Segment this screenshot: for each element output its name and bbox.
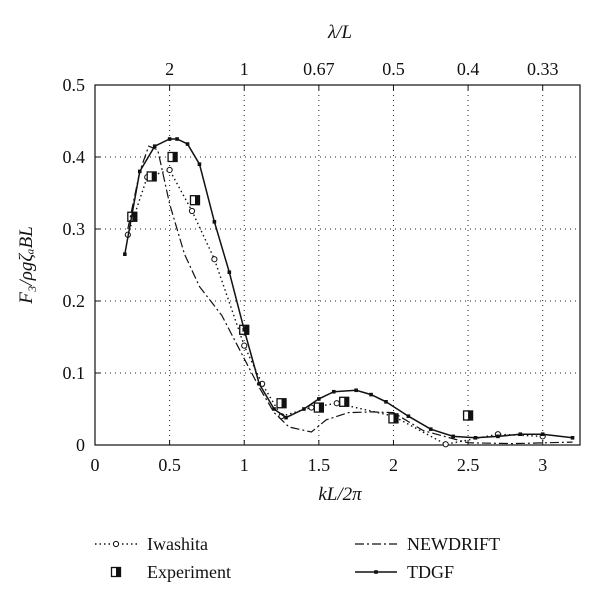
tdgf-point bbox=[167, 137, 172, 141]
iwashita-point bbox=[188, 207, 196, 215]
tdgf-point bbox=[331, 389, 336, 394]
tdgf-point bbox=[473, 436, 478, 440]
x-tick-label: 0.5 bbox=[158, 455, 181, 475]
y-tick-label: 0.2 bbox=[63, 291, 86, 311]
tdgf-point bbox=[451, 434, 455, 439]
experiment-point-fill bbox=[151, 171, 157, 181]
top-tick-label: 0.5 bbox=[382, 59, 405, 79]
experiment-point bbox=[189, 195, 201, 206]
legend-item-iwashita: Iwashita bbox=[95, 534, 208, 554]
tdgf-point bbox=[284, 415, 288, 420]
top-axis-label: λ/L bbox=[327, 22, 352, 43]
legend: Iwashita Experiment NEWDRIFT TDGF bbox=[95, 534, 500, 582]
tdgf-point bbox=[302, 407, 306, 411]
tdgf-point bbox=[227, 270, 232, 274]
tdgf-point bbox=[197, 162, 202, 166]
y-tick-label: 0 bbox=[76, 435, 85, 455]
tdgf-line bbox=[124, 138, 573, 439]
tdgf-point bbox=[428, 427, 433, 431]
tdgf-point bbox=[152, 144, 157, 148]
y-tick-label: 0.3 bbox=[63, 219, 86, 239]
series-iwashita bbox=[124, 166, 546, 448]
legend-item-tdgf: TDGF bbox=[355, 562, 454, 582]
iwashita-point bbox=[442, 441, 449, 448]
x-tick-label: 2.5 bbox=[457, 455, 480, 475]
legend-swatch-marker bbox=[112, 540, 120, 548]
tdgf-point bbox=[123, 252, 127, 256]
tdgf-point bbox=[384, 400, 388, 404]
tdgf-point bbox=[354, 388, 358, 393]
experiment-point bbox=[167, 151, 178, 163]
legend-label: Iwashita bbox=[147, 534, 208, 554]
iwashita-point bbox=[241, 342, 248, 349]
y-axis-label: F₃/ρgζₐBL bbox=[16, 226, 37, 305]
experiment-point-fill bbox=[172, 152, 178, 162]
experiment-point bbox=[146, 171, 157, 182]
experiment-point-fill bbox=[393, 413, 398, 423]
iwashita-point bbox=[211, 256, 218, 263]
x-tick-label: 3 bbox=[538, 455, 547, 475]
top-tick-label: 0.33 bbox=[527, 59, 559, 79]
legend-swatch-marker-fill bbox=[116, 567, 121, 577]
tdgf-point bbox=[317, 397, 321, 401]
x-tick-label: 0 bbox=[91, 455, 100, 475]
experiment-point bbox=[388, 413, 399, 424]
top-tick-label: 1 bbox=[240, 59, 249, 79]
experiment-point-fill bbox=[281, 398, 287, 408]
experiment-point-fill bbox=[344, 397, 349, 407]
legend-swatch-marker bbox=[110, 566, 122, 578]
experiment-point-fill bbox=[132, 212, 137, 222]
iwashita-point bbox=[333, 400, 340, 407]
legend-item-newdrift: NEWDRIFT bbox=[355, 534, 500, 554]
tdgf-point bbox=[540, 432, 545, 436]
tdgf-point bbox=[518, 432, 523, 436]
experiment-point bbox=[462, 410, 474, 421]
experiment-point-fill bbox=[318, 403, 324, 413]
top-tick-label: 0.67 bbox=[303, 59, 335, 79]
top-tick-label: 2 bbox=[165, 59, 174, 79]
tdgf-point bbox=[185, 142, 190, 146]
experiment-point-fill bbox=[468, 410, 473, 420]
legend-label: Experiment bbox=[147, 562, 231, 582]
tdgf-point bbox=[212, 220, 217, 224]
tdgf-point bbox=[175, 137, 179, 141]
top-tick-label: 0.4 bbox=[457, 59, 480, 79]
x-axis-label: kL/2π bbox=[318, 484, 362, 505]
tick-marks bbox=[94, 84, 544, 446]
tick-labels: 0 0.5 1 1.5 2 2.5 3 0 0.1 0.2 0.3 0.4 0.5 2 1 0.67 0.5 0.… bbox=[63, 59, 559, 475]
plot-frame bbox=[94, 84, 581, 446]
tdgf-point bbox=[496, 434, 500, 439]
tdgf-point bbox=[242, 328, 247, 332]
experiment-point bbox=[313, 402, 324, 413]
legend-label: TDGF bbox=[407, 562, 454, 582]
experiment-point-fill bbox=[244, 325, 249, 335]
tdgf-point bbox=[406, 414, 411, 418]
experiment-point bbox=[276, 398, 287, 409]
series-experiment bbox=[127, 151, 474, 424]
tdgf-point bbox=[137, 169, 142, 174]
tdgf-point bbox=[257, 382, 261, 386]
y-tick-label: 0.5 bbox=[63, 75, 86, 95]
experiment-point-fill bbox=[194, 195, 200, 205]
tdgf-point bbox=[272, 407, 276, 411]
series-layer bbox=[123, 137, 575, 448]
x-tick-label: 1.5 bbox=[308, 455, 331, 475]
x-tick-label: 2 bbox=[389, 455, 398, 475]
tdgf-point bbox=[369, 392, 373, 397]
experiment-point bbox=[339, 396, 350, 407]
x-tick-label: 1 bbox=[240, 455, 249, 475]
grid-layer bbox=[95, 85, 580, 445]
newdrift-line bbox=[127, 145, 573, 445]
series-tdgf bbox=[123, 137, 575, 440]
tdgf-point bbox=[570, 436, 575, 440]
series-newdrift bbox=[127, 145, 573, 445]
plot-border bbox=[94, 84, 581, 446]
y-tick-label: 0.4 bbox=[63, 147, 86, 167]
legend-swatch-marker bbox=[374, 570, 378, 574]
legend-item-experiment: Experiment bbox=[110, 562, 231, 582]
legend-label: NEWDRIFT bbox=[407, 534, 500, 554]
y-tick-label: 0.1 bbox=[63, 363, 86, 383]
iwashita-point bbox=[166, 166, 173, 174]
